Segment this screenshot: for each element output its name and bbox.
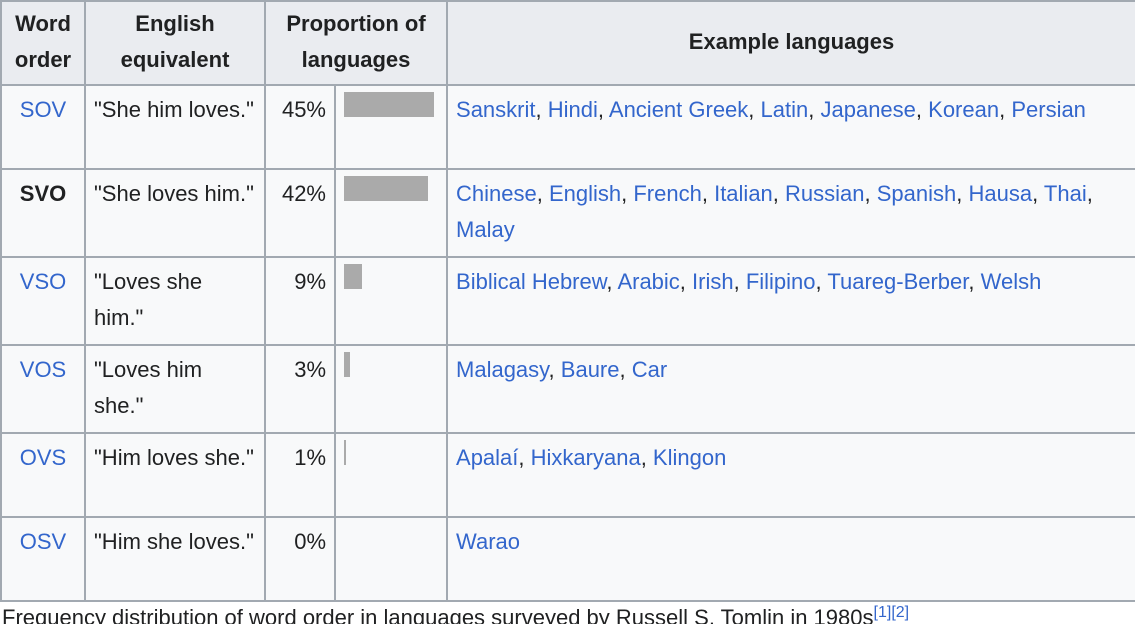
word-order-link[interactable]: OVS	[19, 445, 67, 470]
language-link[interactable]: Irish	[692, 269, 734, 294]
example-languages-cell: Warao	[446, 516, 1135, 602]
word-order-link[interactable]: SOV	[19, 97, 67, 122]
word-order-link[interactable]: VOS	[19, 357, 67, 382]
reference-2[interactable]: [2]	[891, 604, 910, 621]
example-languages-cell: Malagasy, Baure, Car	[446, 344, 1135, 434]
percent-cell: 45%	[264, 84, 336, 170]
example-languages-cell: Chinese, English, French, Italian, Russi…	[446, 168, 1135, 258]
language-link[interactable]: Hausa	[968, 181, 1033, 206]
language-link[interactable]: Klingon	[652, 445, 727, 470]
language-link[interactable]: Latin	[760, 97, 809, 122]
table-row: VOS "Loves him she." 3% Malagasy, Baure, Ca…	[0, 344, 1135, 434]
english-equivalent-cell: "Him loves she."	[84, 432, 266, 518]
example-languages-cell: Sanskrit, Hindi, Ancient Greek, Latin, J…	[446, 84, 1135, 170]
language-link[interactable]: Korean	[928, 97, 1000, 122]
proportion-bar	[344, 92, 434, 117]
language-link[interactable]: Russian	[785, 181, 865, 206]
word-order-cell: SOV	[0, 84, 86, 170]
word-order-cell: SVO	[0, 168, 86, 258]
reference-1[interactable]: [1]	[873, 604, 892, 621]
percent-cell: 42%	[264, 168, 336, 258]
table-caption: Frequency distribution of word order in …	[0, 604, 1135, 624]
percent-cell: 9%	[264, 256, 336, 346]
language-link[interactable]: English	[548, 181, 622, 206]
proportion-bar-cell	[333, 516, 449, 602]
proportion-bar	[344, 176, 428, 201]
percent-cell: 3%	[264, 344, 336, 434]
header-row: Word order English equivalent Proportion…	[0, 0, 1135, 86]
table-row: SVO "She loves him." 42% Chinese, English, …	[0, 168, 1135, 258]
proportion-bar	[344, 352, 350, 377]
header-proportion: Proportion of languages	[263, 0, 449, 86]
language-link[interactable]: Spanish	[876, 181, 957, 206]
language-link[interactable]: Hindi	[547, 97, 598, 122]
proportion-bar-cell	[333, 344, 449, 434]
language-link[interactable]: Persian	[1011, 97, 1086, 122]
language-link[interactable]: Apalaí	[456, 445, 519, 470]
table-row: OSV "Him she loves." 0% Warao	[0, 516, 1135, 602]
language-link[interactable]: Malay	[456, 217, 515, 242]
word-order-cell: VSO	[0, 256, 86, 346]
language-link[interactable]: Malagasy	[456, 357, 549, 382]
header-word-order: Word order	[0, 0, 86, 86]
word-order-label: SVO	[19, 181, 67, 206]
language-link[interactable]: Italian	[714, 181, 773, 206]
header-english-equivalent: English equivalent	[84, 0, 266, 86]
language-link[interactable]: Chinese	[456, 181, 537, 206]
percent-cell: 0%	[264, 516, 336, 602]
word-order-table: Word order English equivalent Proportion…	[0, 0, 1135, 602]
english-equivalent-cell: "Him she loves."	[84, 516, 266, 602]
language-link[interactable]: Welsh	[980, 269, 1042, 294]
language-link[interactable]: Biblical Hebrew	[456, 269, 607, 294]
word-order-link[interactable]: OSV	[19, 529, 67, 554]
language-link[interactable]: Arabic	[617, 269, 680, 294]
proportion-bar	[344, 264, 362, 289]
word-order-cell: OSV	[0, 516, 86, 602]
word-order-link[interactable]: VSO	[19, 269, 67, 294]
english-equivalent-cell: "Loves him she."	[84, 344, 266, 434]
word-order-cell: VOS	[0, 344, 86, 434]
language-link[interactable]: Warao	[456, 529, 520, 554]
language-link[interactable]: Filipino	[745, 269, 816, 294]
language-link[interactable]: Thai	[1043, 181, 1087, 206]
example-languages-cell: Biblical Hebrew, Arabic, Irish, Filipino…	[446, 256, 1135, 346]
language-link[interactable]: Tuareg-Berber	[827, 269, 969, 294]
english-equivalent-cell: "Loves she him."	[84, 256, 266, 346]
english-equivalent-cell: "She loves him."	[84, 168, 266, 258]
percent-cell: 1%	[264, 432, 336, 518]
caption-text: Frequency distribution of word order in …	[2, 605, 874, 624]
language-link[interactable]: Sanskrit	[456, 97, 536, 122]
proportion-bar-cell	[333, 168, 449, 258]
proportion-bar-cell	[333, 256, 449, 346]
word-order-cell: OVS	[0, 432, 86, 518]
header-example-languages: Example languages	[446, 0, 1135, 86]
language-link[interactable]: Hixkaryana	[530, 445, 641, 470]
proportion-bar-cell	[333, 84, 449, 170]
proportion-bar	[344, 440, 346, 465]
language-link[interactable]: Ancient Greek	[608, 97, 749, 122]
table-row: SOV "She him loves." 45% Sanskrit, Hindi, A…	[0, 84, 1135, 170]
table-row: OVS "Him loves she." 1% Apalaí, Hixkaryana,…	[0, 432, 1135, 518]
language-link[interactable]: Baure	[560, 357, 620, 382]
table-row: VSO "Loves she him." 9% Biblical Hebrew, Ar…	[0, 256, 1135, 346]
english-equivalent-cell: "She him loves."	[84, 84, 266, 170]
language-link[interactable]: Japanese	[820, 97, 916, 122]
language-link[interactable]: French	[633, 181, 702, 206]
language-link[interactable]: Car	[631, 357, 668, 382]
example-languages-cell: Apalaí, Hixkaryana, Klingon	[446, 432, 1135, 518]
proportion-bar-cell	[333, 432, 449, 518]
